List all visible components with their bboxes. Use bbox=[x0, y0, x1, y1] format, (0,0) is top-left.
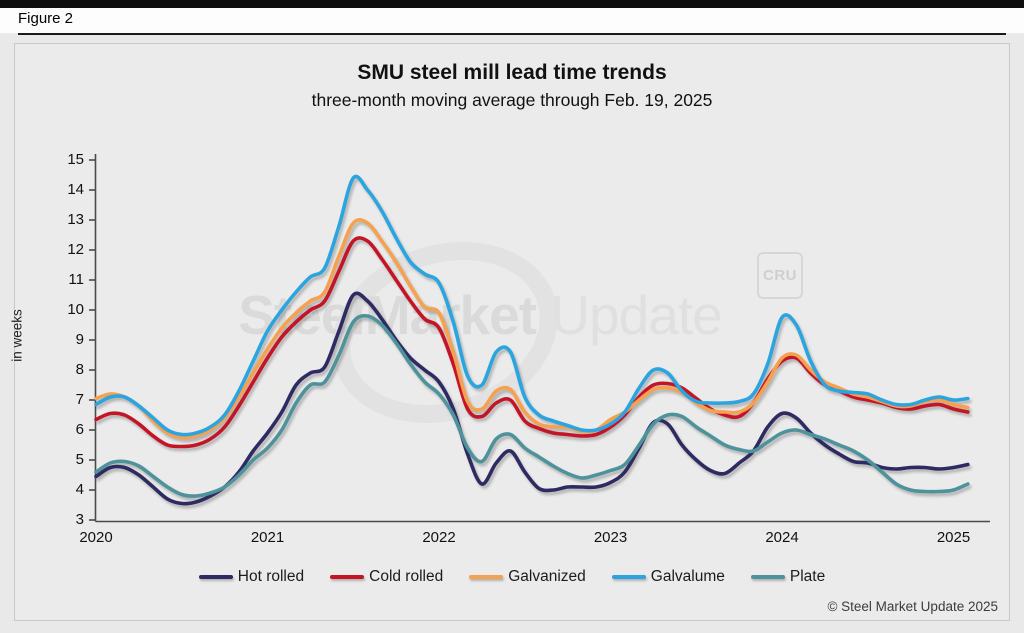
window-top-edge bbox=[0, 0, 1024, 8]
legend-swatch-cold-rolled bbox=[330, 574, 365, 580]
y-tick-label-13: 13 bbox=[67, 211, 84, 228]
legend-item-plate: Plate bbox=[750, 568, 826, 586]
axes bbox=[89, 154, 990, 523]
y-tick-label-9: 9 bbox=[75, 331, 84, 348]
line-galvalume bbox=[94, 174, 970, 437]
legend-swatch-galvalume bbox=[611, 574, 646, 580]
y-tick-label-11: 11 bbox=[68, 271, 84, 288]
line-galvanized bbox=[94, 217, 970, 440]
y-tick-label-4: 4 bbox=[75, 481, 84, 498]
legend-label: Galvalume bbox=[650, 568, 725, 585]
copyright-notice: © Steel Market Update 2025 bbox=[827, 599, 998, 614]
legend-item-hot-rolled: Hot rolled bbox=[198, 568, 305, 586]
legend-item-galvanized: Galvanized bbox=[469, 568, 586, 586]
figure-divider bbox=[18, 33, 1006, 35]
x-tick-label-2023: 2023 bbox=[593, 529, 628, 546]
legend-label: Plate bbox=[789, 568, 826, 585]
figure-label-strip bbox=[0, 8, 1024, 33]
y-tick-label-7: 7 bbox=[75, 391, 84, 408]
x-tick-label-2021: 2021 bbox=[250, 529, 285, 546]
x-tick-label-2022: 2022 bbox=[422, 529, 456, 546]
y-tick-label-6: 6 bbox=[75, 421, 84, 438]
y-tick-label-14: 14 bbox=[67, 181, 84, 198]
chart-title: SMU steel mill lead time trends bbox=[357, 61, 667, 84]
legend-label: Hot rolled bbox=[237, 568, 305, 585]
cru-logo-badge: CRU bbox=[757, 252, 803, 299]
legend: Hot rolled Cold rolled Galvanized Galvalume… bbox=[0, 565, 1024, 589]
figure-label: Figure 2 bbox=[18, 10, 74, 27]
y-tick-label-3: 3 bbox=[75, 511, 84, 528]
x-tick-label-2020: 2020 bbox=[79, 529, 113, 546]
legend-label: Galvanized bbox=[508, 568, 586, 585]
y-tick-label-10: 10 bbox=[67, 301, 84, 318]
legend-label: Cold rolled bbox=[369, 568, 444, 585]
y-tick-label-15: 15 bbox=[67, 151, 84, 168]
y-tick-label-12: 12 bbox=[67, 241, 84, 258]
y-tick-label-8: 8 bbox=[75, 361, 84, 378]
series-lines bbox=[94, 174, 970, 506]
legend-item-cold-rolled: Cold rolled bbox=[330, 568, 443, 586]
line-plate bbox=[94, 314, 970, 498]
x-tick-label-2024: 2024 bbox=[765, 529, 799, 546]
cru-logo-text: CRU bbox=[763, 267, 797, 284]
legend-swatch-galvanized bbox=[469, 574, 504, 580]
line-hot-rolled bbox=[94, 291, 970, 506]
y-tick-label-5: 5 bbox=[75, 451, 84, 468]
chart-subtitle: three-month moving average through Feb. … bbox=[311, 90, 713, 110]
legend-swatch-plate bbox=[750, 574, 785, 580]
chart-card bbox=[14, 43, 1010, 621]
legend-item-galvalume: Galvalume bbox=[611, 568, 725, 586]
legend-swatch-hot-rolled bbox=[198, 574, 233, 580]
x-tick-label-2025: 2025 bbox=[936, 529, 971, 546]
